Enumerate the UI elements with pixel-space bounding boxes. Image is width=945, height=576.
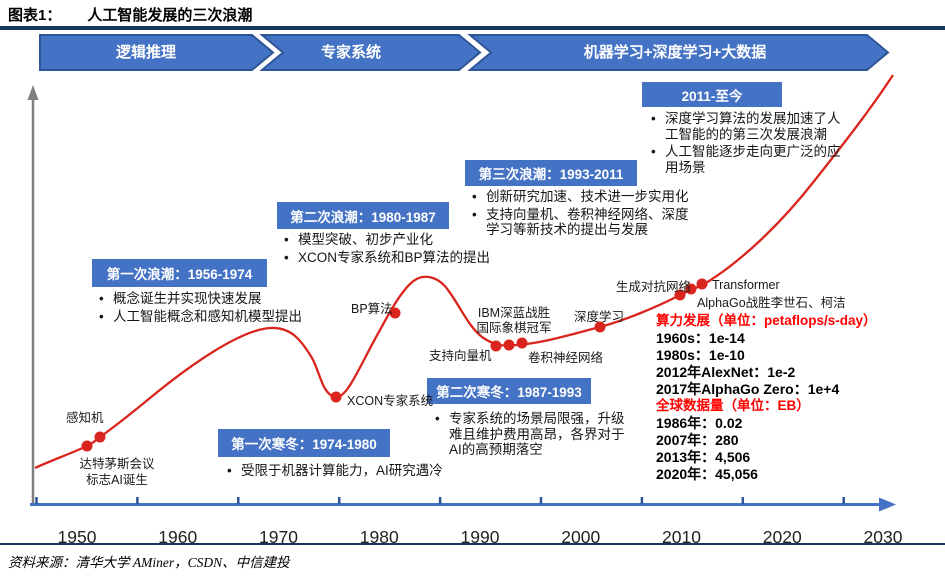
banner-arrow-1	[39, 34, 275, 71]
x-axis-year-labels: 1950 1960 1970 1980 1990 2000 2010 2020 2030	[14, 527, 906, 548]
label-xcon: XCON专家系统	[347, 394, 434, 408]
dot-dartmouth	[94, 431, 106, 443]
label-perceptron: 感知机	[66, 411, 104, 425]
banner-label-ml-dl-bigdata: 机器学习+深度学习+大数据	[583, 44, 767, 61]
box-first-winter-bullets: 受限于机器计算能力，AI研究遇冷	[224, 463, 462, 481]
list-item: 1980	[359, 527, 399, 547]
bottom-rule	[0, 543, 945, 545]
box-2011-to-now-bullets: 深度学习算法的发展加速了人工智能的的第三次发展浪潮人工智能逐步走向更广泛的应用场…	[648, 111, 848, 177]
stat-compute-title: 算力发展（单位：petaflops/s-day）	[656, 313, 877, 328]
banner-label-expert-systems: 专家系统	[320, 44, 381, 61]
list-item: 人工智能逐步走向更广泛的应用场景	[648, 144, 848, 175]
dot-cnn	[516, 337, 528, 349]
top-rule	[0, 26, 945, 30]
label-deep-learning: 深度学习	[574, 310, 625, 324]
label-gan: 生成对抗网络	[616, 280, 692, 294]
label-alphago: AlphaGo战胜李世石、柯洁	[697, 296, 846, 310]
label-dartmouth: 达特茅斯会议 标志AI诞生	[79, 457, 155, 487]
list-item: 2013年：4,506	[656, 449, 751, 465]
label-bp-algorithm: BP算法	[351, 302, 393, 316]
dot-deep-blue	[503, 339, 515, 351]
box-2011-to-now-title: 2011-至今	[642, 82, 782, 107]
dot-svm	[490, 340, 502, 352]
banner-arrow-2	[259, 34, 482, 71]
banner-arrows	[39, 34, 890, 71]
box-second-winter-bullets: 专家系统的场景局限强，升级难且维护费用高昂，各界对于AI的高预期落空	[432, 411, 632, 460]
stat-block-global-data: 全球数据量（单位：EB） 1986年：0.02 2007年：280 2013年：4,…	[656, 398, 941, 483]
list-item: 人工智能概念和感知机模型提出	[96, 309, 321, 325]
list-item: 2010	[662, 527, 701, 547]
box-second-winter-title: 第二次寒冬：1987-1993	[427, 378, 591, 404]
list-item: XCON专家系统和BP算法的提出	[281, 250, 509, 266]
list-item: 深度学习算法的发展加速了人工智能的的第三次发展浪潮	[648, 111, 848, 142]
list-item: 2007年：280	[656, 432, 739, 448]
stat-global-data-lines: 1986年：0.02 2007年：280 2013年：4,506 2020年：45,0…	[656, 415, 941, 483]
box-second-wave-bullets: 模型突破、初步产业化 XCON专家系统和BP算法的提出	[281, 232, 509, 267]
label-svm: 支持向量机	[429, 349, 492, 363]
list-item: 1960	[158, 527, 198, 547]
box-first-wave-bullets: 概念诞生并实现快速发展人工智能概念和感知机模型提出	[96, 291, 321, 326]
figure-title-text: 人工智能发展的三次浪潮	[87, 7, 253, 24]
box-third-wave-title: 第三次浪潮：1993-2011	[465, 160, 637, 186]
dot-transformer	[696, 278, 708, 290]
stat-compute-lines: 1960s：1e-14 1980s：1e-10 2012年AlexNet：1e-2 2…	[656, 330, 941, 398]
x-axis	[30, 497, 896, 512]
dot-alphago	[674, 289, 686, 301]
list-item: 模型突破、初步产业化	[281, 232, 509, 248]
list-item: 支持向量机、卷积神经网络、深度学习等新技术的提出与发展	[469, 207, 694, 238]
milestone-dots	[81, 278, 708, 452]
list-item: 2030	[863, 527, 903, 547]
box-second-wave-title: 第二次浪潮：1980-1987	[277, 202, 449, 229]
list-item: 受限于机器计算能力，AI研究遇冷	[224, 463, 462, 479]
list-item: 2000	[561, 527, 601, 547]
dot-bp	[389, 307, 401, 319]
figure-label: 图表1：	[8, 7, 62, 24]
box-first-winter-title: 第一次寒冬：1974-1980	[218, 429, 390, 457]
list-item: 专家系统的场景局限强，升级难且维护费用高昂，各界对于AI的高预期落空	[432, 411, 632, 458]
banner-arrow-3	[467, 34, 890, 71]
list-item: 2020	[762, 527, 802, 547]
list-item: 1970	[259, 527, 298, 547]
label-deep-blue: IBM深蓝战胜 国际象棋冠军	[476, 306, 552, 335]
dot-gan	[685, 283, 697, 295]
stat-block-compute: 算力发展（单位：petaflops/s-day） 1960s：1e-14 1980…	[656, 313, 941, 398]
y-axis-arrow	[27, 85, 39, 100]
list-item: 2020年：45,056	[656, 466, 758, 482]
list-item: 1980s：1e-10	[656, 347, 745, 363]
box-third-wave-bullets: 创新研究加速、技术进一步实用化支持向量机、卷积神经网络、深度学习等新技术的提出与…	[469, 189, 694, 240]
banner-label-logic-reasoning: 逻辑推理	[115, 44, 176, 61]
label-cnn: 卷积神经网络	[528, 351, 604, 365]
list-item: 创新研究加速、技术进一步实用化	[469, 189, 694, 205]
dot-xcon	[330, 391, 342, 403]
stat-global-data-title: 全球数据量（单位：EB）	[656, 398, 810, 413]
label-transformer: Transformer	[712, 278, 780, 292]
list-item: 2012年AlexNet：1e-2	[656, 364, 796, 380]
list-item: 概念诞生并实现快速发展	[96, 291, 321, 307]
dot-deep-learning	[594, 321, 606, 333]
y-axis	[27, 85, 39, 505]
list-item: 1960s：1e-14	[656, 330, 745, 346]
list-item: 2017年AlphaGo Zero：1e+4	[656, 381, 840, 397]
figure-title: 图表1： 人工智能发展的三次浪潮	[8, 4, 252, 25]
list-item: 1990	[460, 527, 500, 547]
source-note: 资料来源：清华大学 AMiner，CSDN、中信建投	[8, 555, 290, 570]
list-item: 1986年：0.02	[656, 415, 743, 431]
x-axis-ticks	[35, 497, 845, 504]
dot-perceptron	[81, 440, 93, 452]
x-axis-arrow	[879, 497, 896, 512]
list-item: 1950	[57, 527, 97, 547]
box-first-wave-title: 第一次浪潮：1956-1974	[92, 259, 267, 287]
